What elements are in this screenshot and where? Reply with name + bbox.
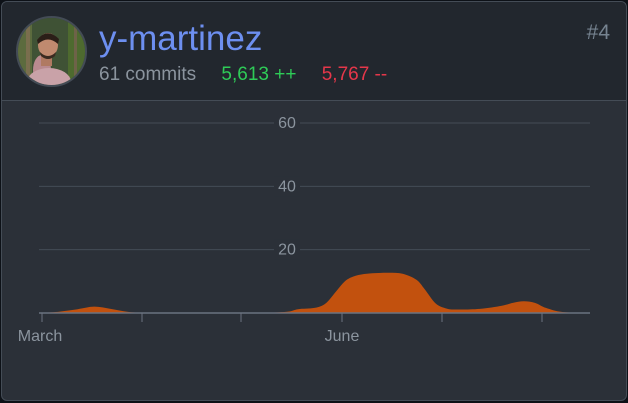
y-tick-label-20: 20 xyxy=(278,242,296,259)
tick-label-bg-60 xyxy=(274,113,300,133)
contribution-stats: 61 commits 5,613 ++ 5,767 -- xyxy=(99,63,387,87)
y-tick-label-40: 40 xyxy=(278,178,296,195)
contributor-header: y-martinez 61 commits 5,613 ++ 5,767 -- … xyxy=(2,2,626,101)
y-tick-label-60: 60 xyxy=(278,115,296,132)
commit-activity-chart: 20 40 60 March June xyxy=(18,113,590,345)
username-link[interactable]: y-martinez xyxy=(99,19,263,58)
additions-count: 5,613 ++ xyxy=(221,64,297,85)
x-tick-label-june: June xyxy=(325,328,360,345)
tick-label-bg-40 xyxy=(274,176,300,197)
avatar-image xyxy=(18,18,85,85)
avatar[interactable] xyxy=(16,16,87,87)
deletions-count: 5,767 -- xyxy=(321,64,388,85)
commit-activity-area xyxy=(39,272,590,313)
rank-badge: #4 xyxy=(586,21,610,44)
commit-count-link[interactable]: 61 commits xyxy=(99,64,197,85)
x-tick-label-march: March xyxy=(18,328,62,345)
tick-label-bg-20 xyxy=(274,239,300,260)
